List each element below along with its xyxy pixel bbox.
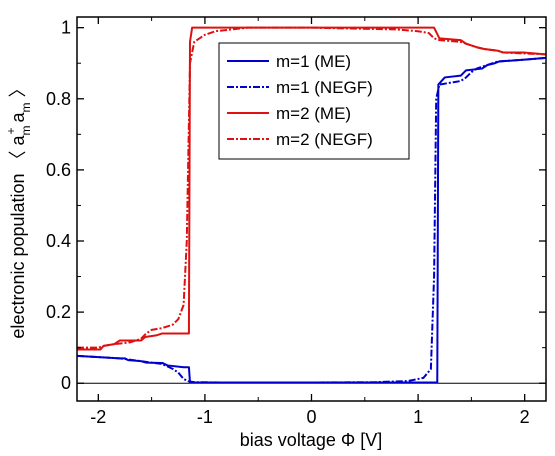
- x-tick-label: 1: [413, 407, 423, 427]
- legend-label-2: m=1 (NEGF): [276, 78, 373, 97]
- y-tick-label: 1: [61, 18, 71, 38]
- series-layer: [77, 26, 546, 384]
- series-line-2: [77, 56, 546, 384]
- y-axis-title: electronic population 〈 am+ am 〉: [4, 79, 33, 338]
- y-tick-label: 0: [61, 373, 71, 393]
- svg-text:electronic population 〈 am+ am: electronic population 〈 am+ am 〉: [4, 79, 33, 338]
- series-line-4: [77, 26, 546, 349]
- y-tick-label: 0.2: [46, 302, 71, 322]
- y-tick-label: 0.4: [46, 231, 71, 251]
- x-tick-label: 2: [520, 407, 530, 427]
- axes-layer: -2 -1 0 1 2 0 0.2 0.4 0.6 0.8 1: [46, 16, 547, 427]
- legend-label-4: m=2 (NEGF): [276, 130, 373, 149]
- y-tick-label: 0.8: [46, 89, 71, 109]
- x-tick-label: -2: [90, 407, 106, 427]
- legend-label-1: m=1 (ME): [276, 52, 351, 71]
- x-tick-label: -1: [197, 407, 213, 427]
- x-tick-label: 0: [306, 407, 316, 427]
- y-tick-label: 0.6: [46, 160, 71, 180]
- legend: m=1 (ME) m=1 (NEGF) m=2 (ME) m=2 (NEGF): [218, 42, 410, 160]
- x-axis-title: bias voltage Φ [V]: [240, 430, 382, 450]
- legend-label-3: m=2 (ME): [276, 104, 351, 123]
